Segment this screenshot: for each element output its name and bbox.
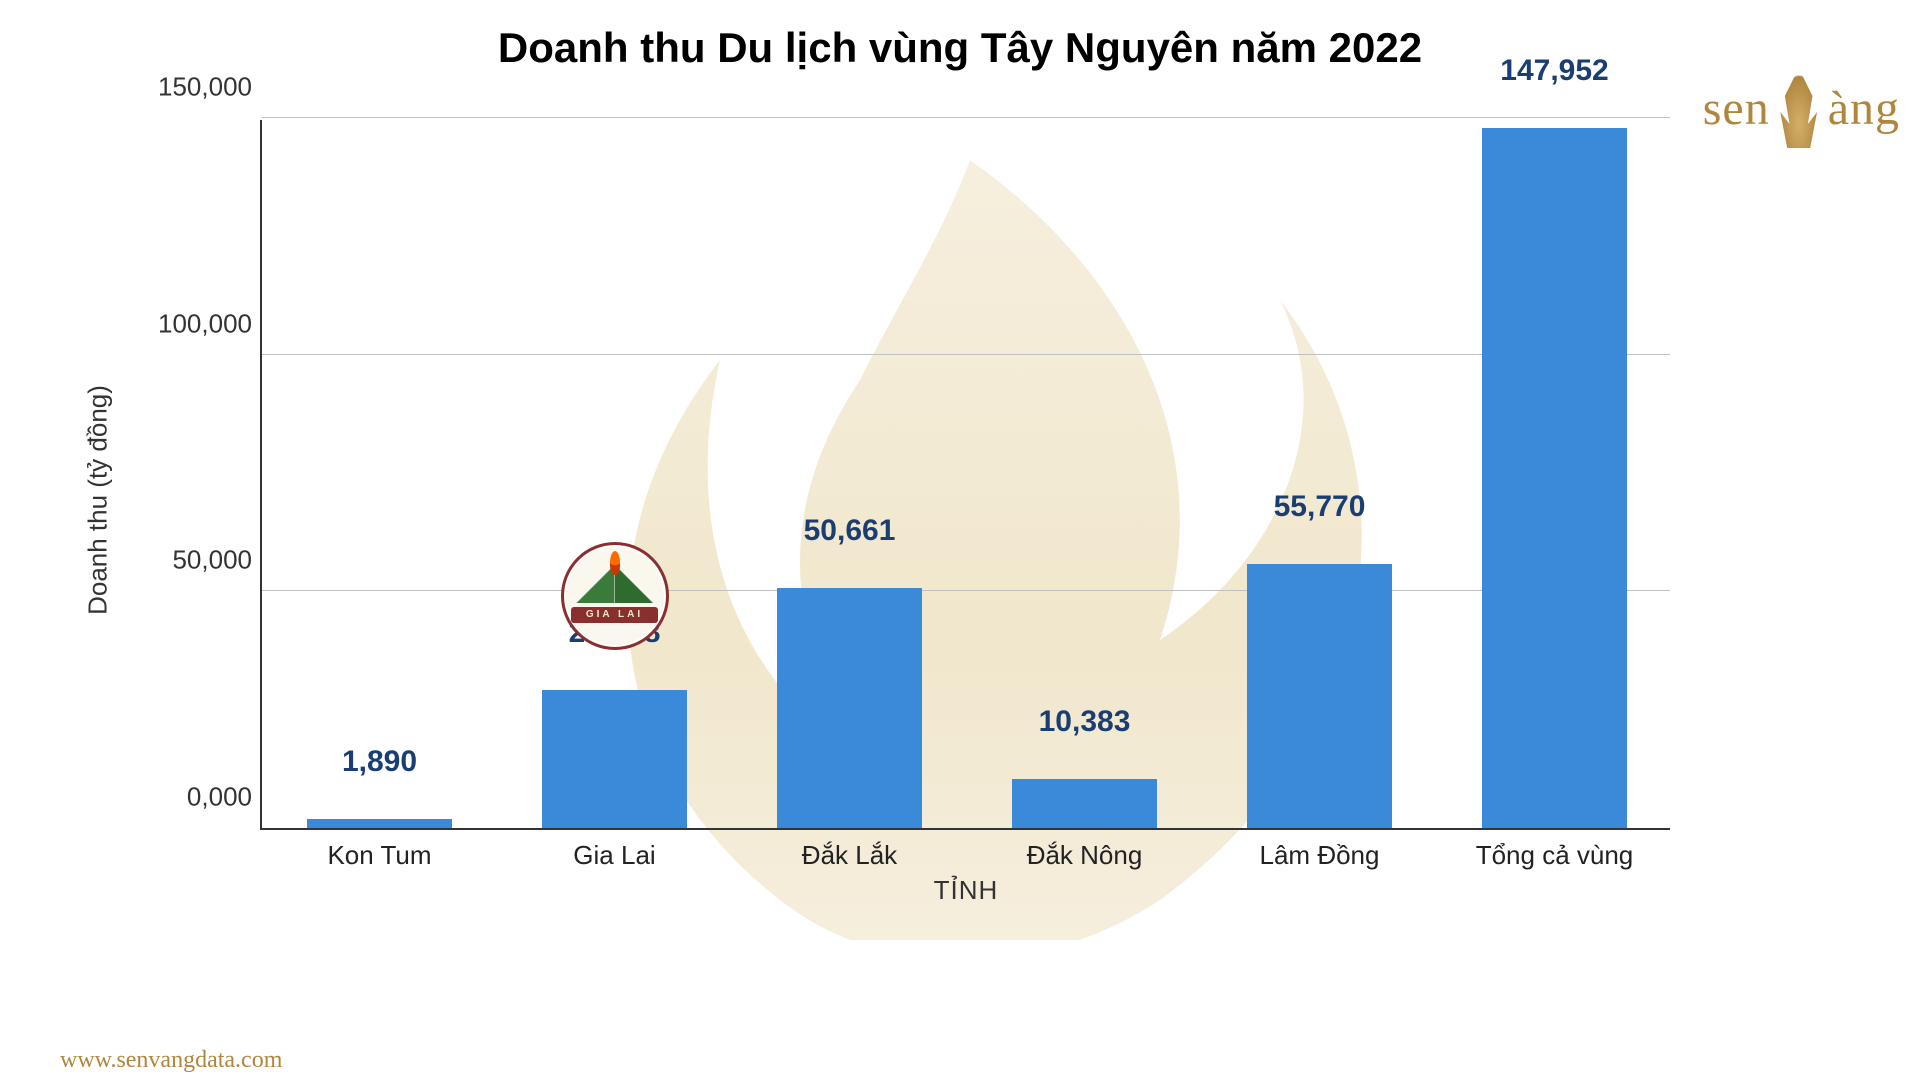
x-tick-label: Kon Tum [327,840,431,871]
bar-value-label: 147,952 [1500,54,1608,88]
x-tick-label: Lâm Đồng [1260,840,1380,871]
gia-lai-badge-label: GIA LAI [571,607,659,623]
chart-axes: 0,00050,000100,000150,0001,890Kon Tum29,… [260,120,1670,830]
y-tick-label: 100,000 [152,308,252,339]
bar [1012,779,1158,828]
y-axis-label: Doanh thu (tỷ đồng) [83,385,114,615]
bar-value-label: 1,890 [342,745,417,779]
bar [1247,564,1393,828]
y-tick-label: 50,000 [152,545,252,576]
gia-lai-mountain-icon [574,569,656,603]
bar [307,819,453,828]
x-tick-label: Đắk Nông [1027,840,1143,871]
bar-value-label: 50,661 [804,514,896,548]
x-tick-label: Gia Lai [573,840,655,871]
bar-value-label: 10,383 [1039,705,1131,739]
brand-logo-text-right: àng [1828,81,1900,136]
y-tick-label: 0,000 [152,782,252,813]
bar [777,588,923,828]
brand-logo-flame-icon [1776,68,1822,148]
gridline [262,590,1670,591]
source-url: www.senvangdata.com [60,1047,282,1074]
y-tick-label: 150,000 [152,72,252,103]
bar [542,690,688,828]
x-tick-label: Tổng cả vùng [1476,840,1634,871]
x-axis-label: TỈNH [934,875,999,906]
gia-lai-badge-icon: GIA LAI [561,542,669,650]
chart-container: Doanh thu Du lịch vùng Tây Nguyên năm 20… [0,0,1920,1080]
gridline [262,354,1670,355]
x-tick-label: Đắk Lắk [802,840,897,871]
bar-value-label: 55,770 [1274,490,1366,524]
chart-plot: Doanh thu (tỷ đồng) 0,00050,000100,00015… [60,80,1860,920]
brand-logo-text-left: sen [1703,81,1770,136]
gridline [262,117,1670,118]
brand-logo: sen àng [1703,68,1900,148]
bar [1482,128,1628,828]
